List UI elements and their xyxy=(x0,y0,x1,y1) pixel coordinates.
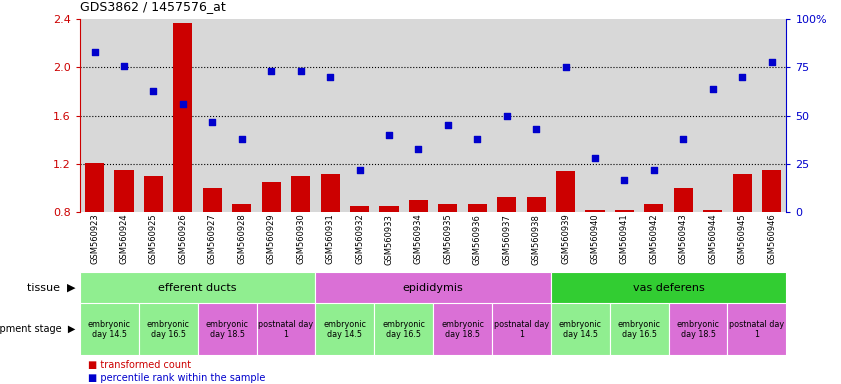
Point xyxy=(205,119,219,125)
Bar xyxy=(315,272,551,303)
Text: embryonic
day 18.5: embryonic day 18.5 xyxy=(205,319,249,339)
Point xyxy=(411,146,425,152)
Bar xyxy=(374,303,433,355)
Point xyxy=(441,122,454,129)
Bar xyxy=(556,171,575,212)
Point xyxy=(352,167,366,173)
Bar xyxy=(727,303,786,355)
Bar xyxy=(80,303,139,355)
Point xyxy=(706,86,719,92)
Bar xyxy=(173,23,193,212)
Bar xyxy=(139,303,198,355)
Bar xyxy=(257,303,315,355)
Point xyxy=(146,88,160,94)
Point xyxy=(676,136,690,142)
Text: postnatal day
1: postnatal day 1 xyxy=(729,319,785,339)
Bar xyxy=(315,303,374,355)
Bar xyxy=(379,206,399,212)
Text: postnatal day
1: postnatal day 1 xyxy=(494,319,549,339)
Text: postnatal day
1: postnatal day 1 xyxy=(258,319,314,339)
Text: GDS3862 / 1457576_at: GDS3862 / 1457576_at xyxy=(80,0,225,13)
Point xyxy=(764,59,778,65)
Bar xyxy=(262,182,281,212)
Text: development stage  ▶: development stage ▶ xyxy=(0,324,76,334)
Bar xyxy=(203,188,222,212)
Point xyxy=(529,126,542,132)
Bar xyxy=(551,303,610,355)
Point xyxy=(87,49,101,55)
Text: efferent ducts: efferent ducts xyxy=(158,283,237,293)
Bar xyxy=(610,303,669,355)
Bar xyxy=(291,176,310,212)
Bar xyxy=(409,200,428,212)
Point xyxy=(647,167,660,173)
Point xyxy=(500,113,513,119)
Point xyxy=(382,132,395,138)
Bar xyxy=(80,272,315,303)
Text: ■ transformed count: ■ transformed count xyxy=(88,360,192,370)
Bar xyxy=(674,188,693,212)
Text: embryonic
day 16.5: embryonic day 16.5 xyxy=(146,319,190,339)
Bar xyxy=(733,174,752,212)
Point xyxy=(470,136,484,142)
Point xyxy=(294,68,307,74)
Bar xyxy=(669,303,727,355)
Point xyxy=(264,68,278,74)
Bar xyxy=(433,303,492,355)
Bar xyxy=(615,210,634,212)
Bar xyxy=(492,303,551,355)
Text: embryonic
day 18.5: embryonic day 18.5 xyxy=(676,319,720,339)
Point xyxy=(235,136,248,142)
Text: embryonic
day 18.5: embryonic day 18.5 xyxy=(441,319,484,339)
Text: embryonic
day 14.5: embryonic day 14.5 xyxy=(87,319,131,339)
Point xyxy=(558,65,572,71)
Bar xyxy=(350,206,369,212)
Text: tissue  ▶: tissue ▶ xyxy=(27,283,76,293)
Point xyxy=(617,176,631,182)
Point xyxy=(117,63,130,69)
Point xyxy=(735,74,748,80)
Bar xyxy=(526,197,546,212)
Text: embryonic
day 16.5: embryonic day 16.5 xyxy=(382,319,426,339)
Bar xyxy=(497,197,516,212)
Text: epididymis: epididymis xyxy=(403,283,463,293)
Text: ■ percentile rank within the sample: ■ percentile rank within the sample xyxy=(88,373,266,383)
Bar xyxy=(585,210,605,212)
Bar xyxy=(85,163,104,212)
Bar xyxy=(198,303,257,355)
Bar xyxy=(144,176,163,212)
Bar xyxy=(468,204,487,212)
Text: embryonic
day 14.5: embryonic day 14.5 xyxy=(323,319,367,339)
Bar xyxy=(703,210,722,212)
Point xyxy=(323,74,336,80)
Bar xyxy=(644,204,664,212)
Text: vas deferens: vas deferens xyxy=(632,283,705,293)
Bar xyxy=(114,170,134,212)
Bar xyxy=(551,272,786,303)
Bar xyxy=(762,170,781,212)
Text: embryonic
day 14.5: embryonic day 14.5 xyxy=(558,319,602,339)
Bar xyxy=(232,204,251,212)
Point xyxy=(176,101,189,107)
Point xyxy=(588,155,601,161)
Bar xyxy=(438,204,458,212)
Text: embryonic
day 16.5: embryonic day 16.5 xyxy=(617,319,661,339)
Bar xyxy=(320,174,340,212)
